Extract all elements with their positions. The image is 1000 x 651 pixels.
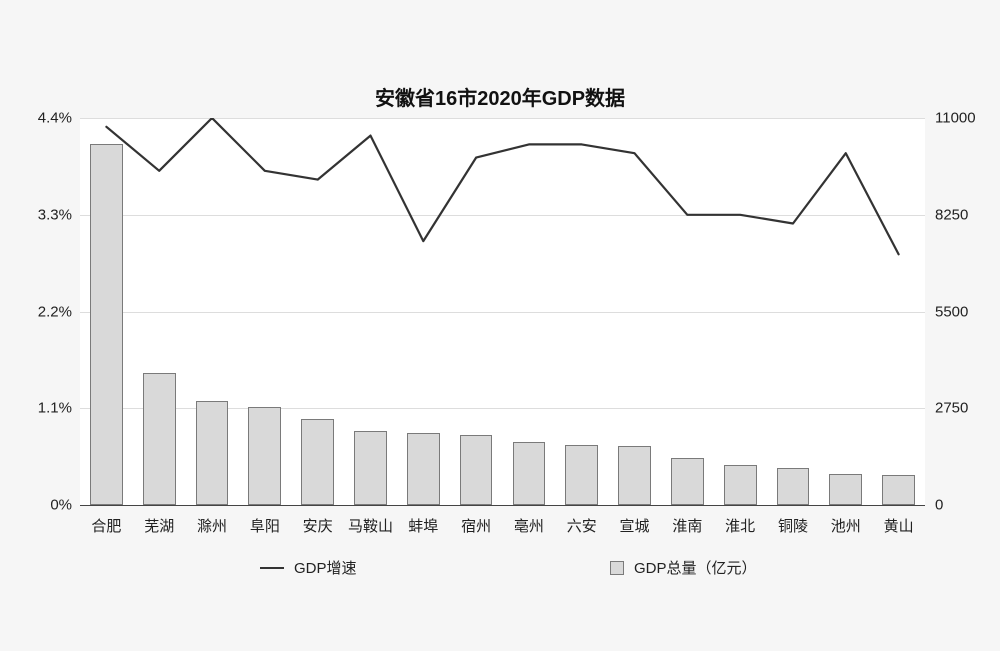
bar <box>248 407 281 505</box>
y-right-tick-label: 8250 <box>935 206 968 223</box>
gridline <box>80 215 925 216</box>
x-tick-label: 马鞍山 <box>348 515 393 536</box>
x-tick-label: 宣城 <box>620 515 650 536</box>
x-tick-label: 铜陵 <box>778 515 808 536</box>
bar <box>301 419 334 505</box>
x-tick-label: 蚌埠 <box>408 515 438 536</box>
x-tick-label: 芜湖 <box>144 515 174 536</box>
x-tick-label: 阜阳 <box>250 515 280 536</box>
y-right-tick-label: 0 <box>935 497 943 514</box>
gridline <box>80 118 925 119</box>
y-left-tick-label: 4.4% <box>22 110 72 127</box>
legend-line-label: GDP增速 <box>294 557 357 578</box>
y-right-tick-label: 5500 <box>935 303 968 320</box>
legend-line: GDP增速 <box>260 557 357 578</box>
x-tick-label: 合肥 <box>91 515 121 536</box>
legend-bar: GDP总量（亿元） <box>610 557 757 578</box>
gdp-combo-chart: 安徽省16市2020年GDP数据 GDP增速 GDP总量（亿元） 0% 1.1% 2… <box>0 0 1000 651</box>
plot-area <box>80 118 925 506</box>
y-left-tick-label: 0% <box>22 497 72 514</box>
x-tick-label: 滁州 <box>197 515 227 536</box>
bar <box>565 445 598 505</box>
y-left-tick-label: 1.1% <box>22 400 72 417</box>
legend-bar-swatch <box>610 561 624 575</box>
bar <box>460 435 493 505</box>
bar <box>196 401 229 505</box>
gdp-growth-line <box>106 118 898 254</box>
bar <box>513 442 546 505</box>
bar <box>882 475 915 505</box>
bar <box>671 458 704 505</box>
x-tick-label: 安庆 <box>303 515 333 536</box>
y-left-tick-label: 2.2% <box>22 303 72 320</box>
bar <box>829 474 862 505</box>
bar <box>143 373 176 505</box>
y-right-tick-label: 2750 <box>935 400 968 417</box>
x-tick-label: 淮北 <box>725 515 755 536</box>
chart-title: 安徽省16市2020年GDP数据 <box>0 82 1000 111</box>
bar <box>90 144 123 505</box>
y-left-tick-label: 3.3% <box>22 206 72 223</box>
y-right-tick-label: 11000 <box>935 110 976 127</box>
x-tick-label: 淮南 <box>672 515 702 536</box>
bar <box>407 433 440 505</box>
bar <box>618 446 651 505</box>
x-tick-label: 黄山 <box>884 515 914 536</box>
x-tick-label: 亳州 <box>514 515 544 536</box>
x-tick-label: 六安 <box>567 515 597 536</box>
x-tick-label: 池州 <box>831 515 861 536</box>
legend-bar-label: GDP总量（亿元） <box>634 557 757 578</box>
bar <box>777 468 810 505</box>
gridline <box>80 312 925 313</box>
bar <box>724 465 757 505</box>
bar <box>354 431 387 505</box>
legend-line-swatch <box>260 567 284 569</box>
x-tick-label: 宿州 <box>461 515 491 536</box>
